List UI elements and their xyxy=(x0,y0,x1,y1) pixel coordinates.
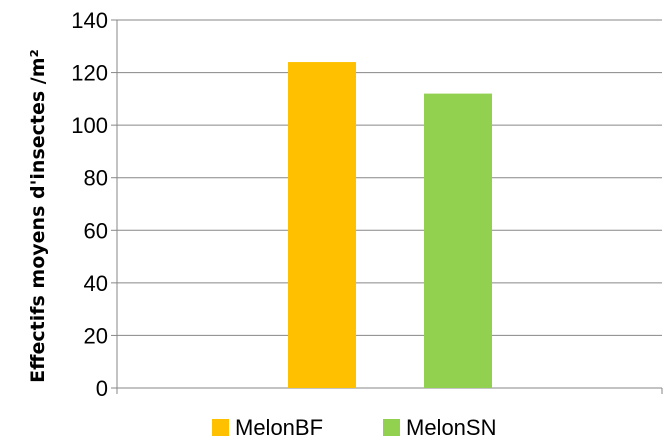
y-axis-label: Effectifs moyens d'insectes /m² xyxy=(27,49,49,383)
y-tick-label: 140 xyxy=(71,8,108,33)
y-axis-label-group: Effectifs moyens d'insectes /m² xyxy=(27,49,49,383)
bars xyxy=(288,62,492,389)
y-tick-label: 120 xyxy=(71,61,108,86)
legend: MelonBF MelonSN xyxy=(212,415,496,440)
legend-label-melonbf: MelonBF xyxy=(235,415,323,440)
y-tick-label: 100 xyxy=(71,113,108,138)
y-tick-label: 60 xyxy=(84,218,108,243)
y-tick-label: 20 xyxy=(84,323,108,348)
legend-swatch-melonbf xyxy=(212,419,229,436)
legend-swatch-melonsn xyxy=(383,419,400,436)
gridlines xyxy=(117,19,662,336)
y-tick-label: 0 xyxy=(96,376,108,401)
legend-label-melonsn: MelonSN xyxy=(406,415,496,440)
y-tick-labels: 0 20 40 60 80 100 120 140 xyxy=(71,8,108,401)
bar-melonbf xyxy=(288,62,356,389)
y-tick-label: 80 xyxy=(84,166,108,191)
axes xyxy=(111,19,663,394)
y-tick-label: 40 xyxy=(84,271,108,296)
bar-melonsn xyxy=(424,93,492,388)
